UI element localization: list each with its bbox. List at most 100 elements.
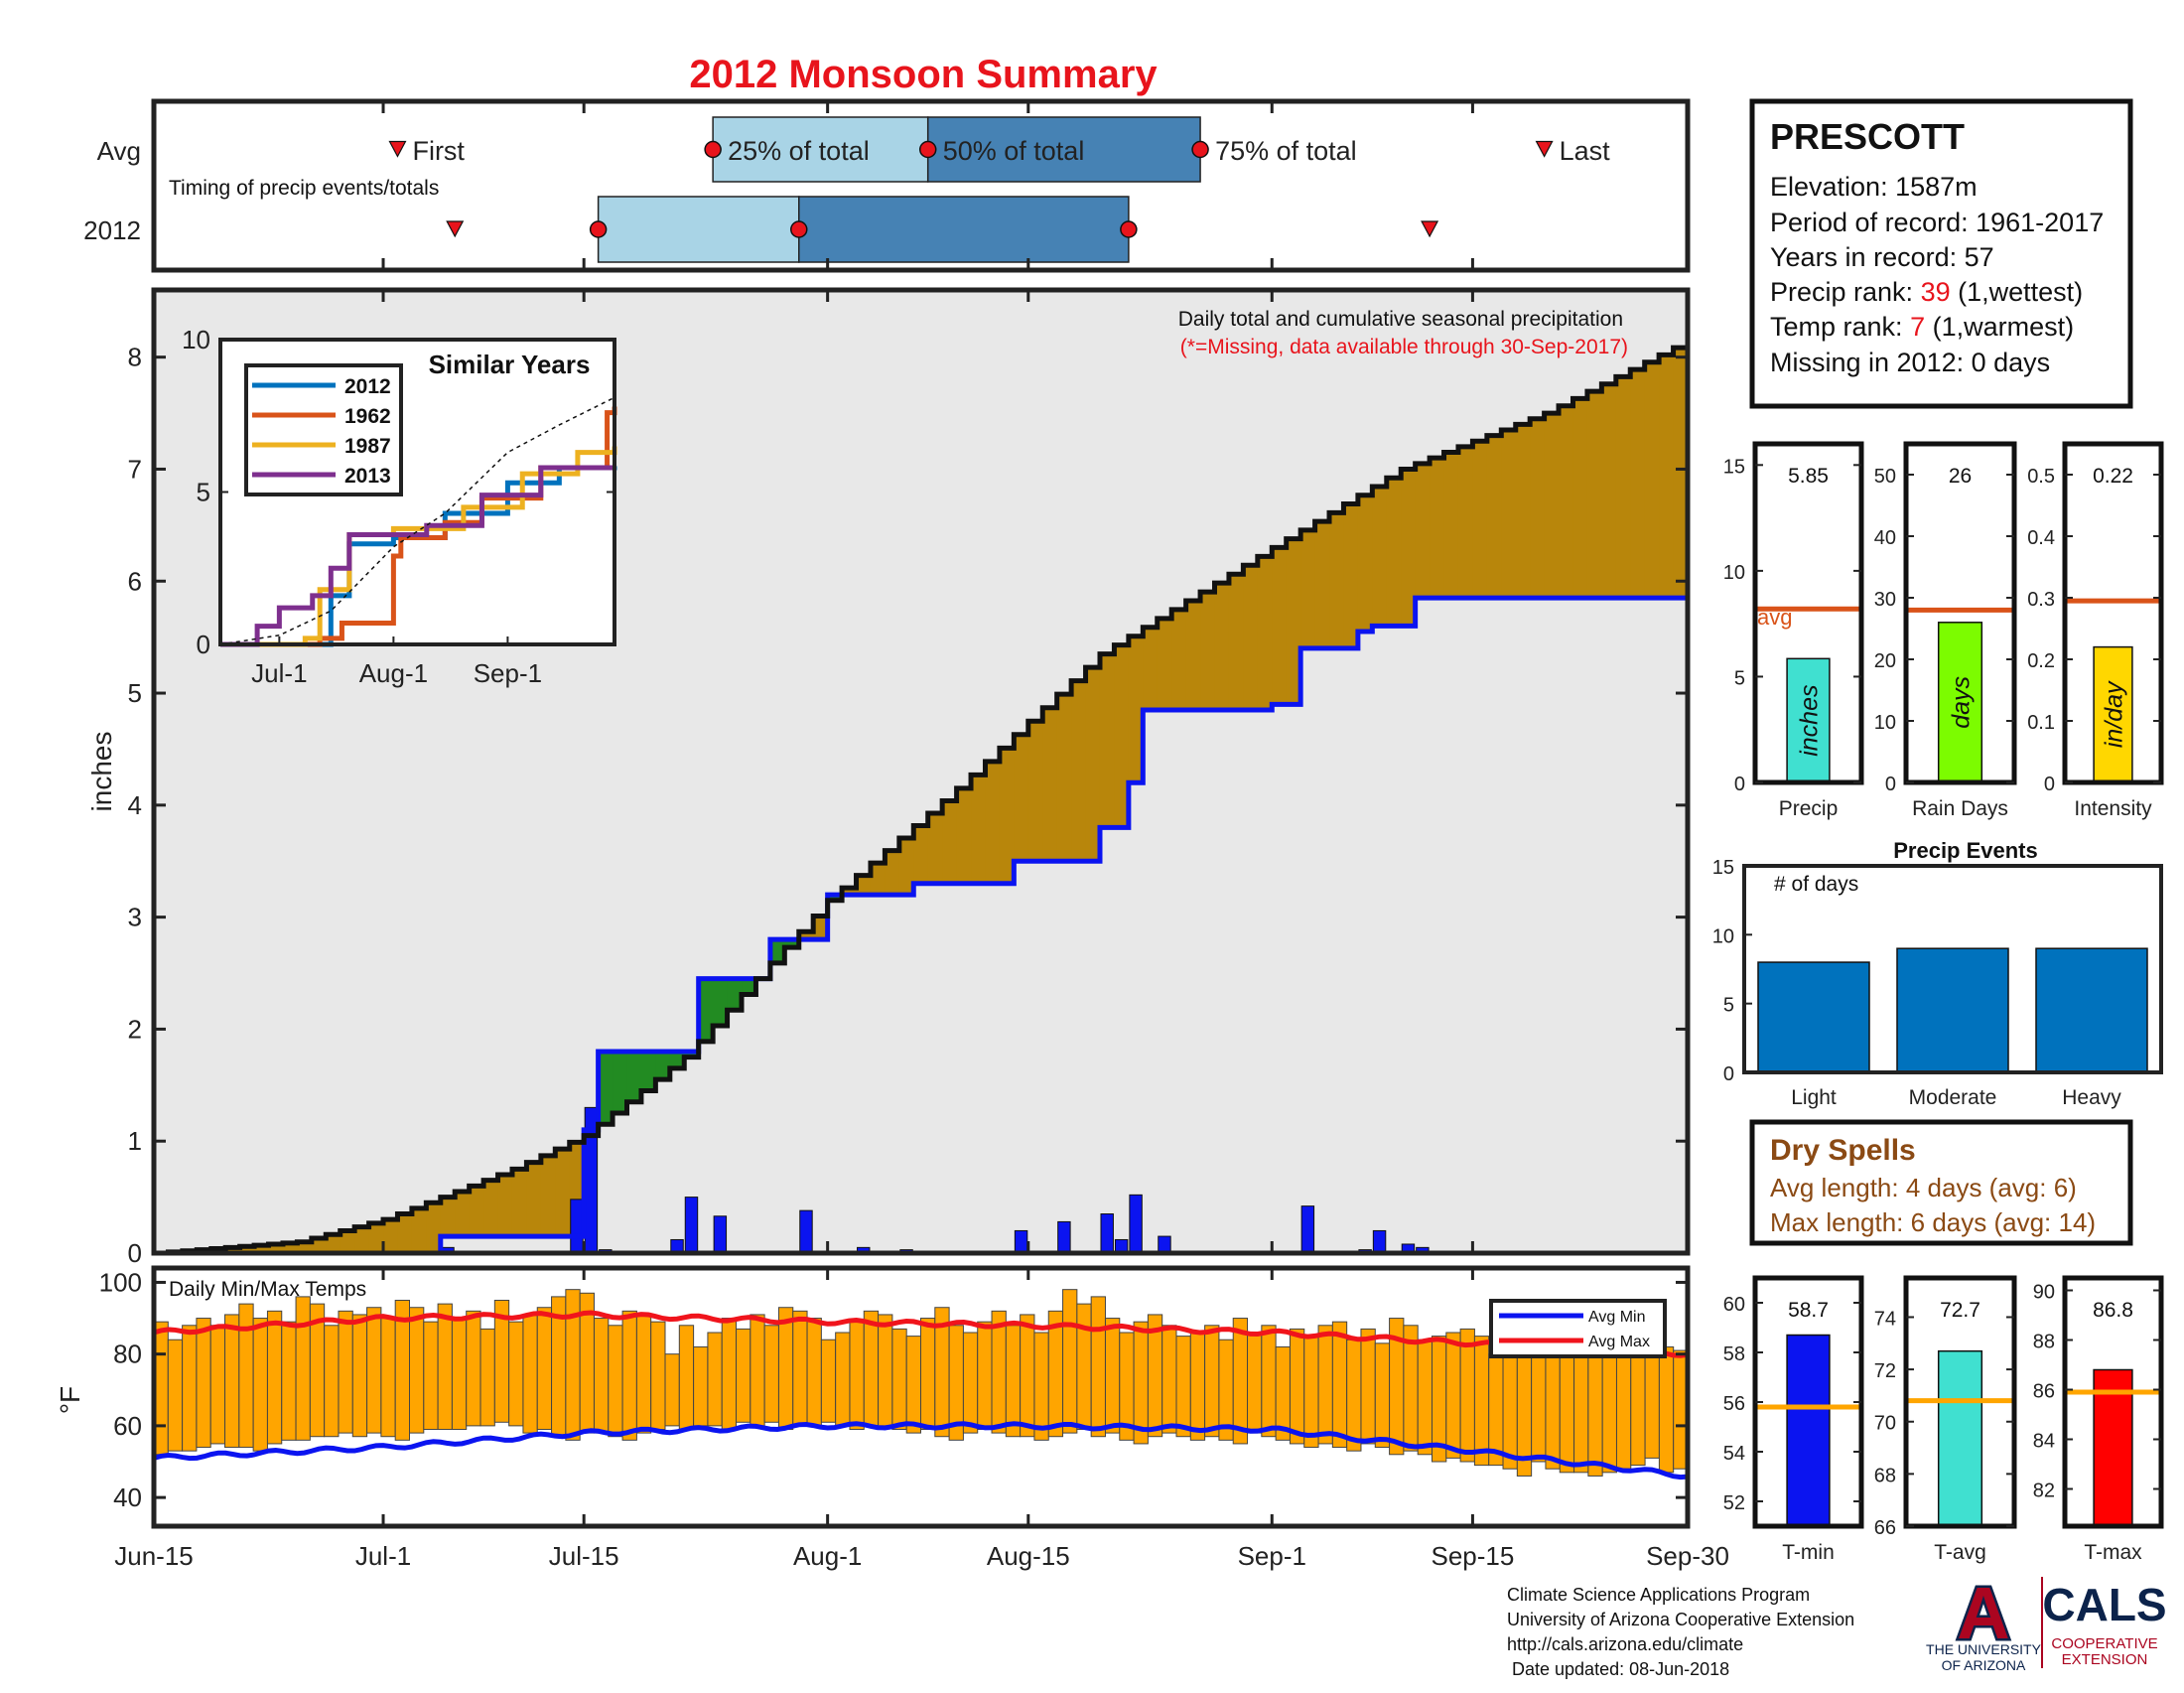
inset-x-tick-label: Sep-1	[474, 658, 542, 688]
precip-diff-fill	[297, 1241, 313, 1253]
events-bar-light	[1757, 961, 1870, 1073]
precip-diff-fill	[742, 978, 757, 995]
temp-range-bar	[608, 1325, 623, 1438]
tmax-y-tick-label: 82	[2033, 1481, 2055, 1502]
precip-diff-fill	[985, 761, 1001, 884]
date-tick-label: Aug-15	[987, 1541, 1070, 1571]
temp-range-bar	[451, 1318, 468, 1430]
daily-precip-bar	[1372, 1229, 1387, 1254]
date-tick-label: Sep-30	[1646, 1541, 1729, 1571]
tavg-y-tick-label: 68	[1874, 1465, 1896, 1486]
timing-subtitle: Timing of precip events/totals	[169, 177, 439, 200]
temp-range-bar	[351, 1314, 368, 1438]
date-tick-label: Jun-15	[114, 1541, 194, 1571]
tavg-frame	[1903, 1275, 2017, 1529]
precip-diff-fill	[842, 888, 858, 896]
temp-range-bar	[1261, 1325, 1277, 1438]
temp-range-bar	[238, 1303, 254, 1449]
temp-range-bar	[650, 1321, 666, 1430]
inset-y-tick-label: 5	[197, 478, 210, 507]
precip-y-tick-label: 8	[128, 343, 142, 372]
precip-diff-fill	[1486, 435, 1502, 599]
timing-panel: Avg 2012 Timing of precip events/totals …	[83, 98, 1691, 273]
temp-range-bar	[1459, 1328, 1475, 1463]
last-label: Last	[1560, 136, 1611, 166]
daily-precip-bar	[799, 1209, 813, 1254]
temp-range-bar	[224, 1314, 240, 1449]
precip-y-tick-label: 0	[128, 1238, 142, 1268]
temp-range-bar	[1658, 1345, 1675, 1474]
precip-diff-fill	[469, 1186, 484, 1237]
intensity-y-tick-label: 0.3	[2027, 589, 2055, 611]
temp-range-bar	[1175, 1336, 1191, 1438]
temp-range-bar	[750, 1314, 765, 1427]
dry-max: Max length: 6 days (avg: 14)	[1770, 1207, 2096, 1237]
tavg-y-tick-label: 74	[1874, 1308, 1896, 1330]
timing-bars	[597, 116, 1201, 263]
raindays-y-tick-label: 20	[1874, 650, 1896, 672]
precip-y-label: inches	[86, 732, 117, 812]
precip-diff-fill	[827, 895, 843, 901]
inset-y-tick-label: 0	[197, 630, 210, 659]
precip-diff-fill	[1443, 452, 1459, 599]
precip-diff-fill	[684, 1051, 700, 1058]
raindays-y-tick-label: 10	[1874, 712, 1896, 734]
precip-diff-fill	[1659, 354, 1675, 599]
temp-range-bar	[736, 1328, 751, 1423]
date-tick-label: Jul-1	[355, 1541, 411, 1571]
precip-lines	[154, 340, 1691, 1256]
events-x-label: Heavy	[2062, 1086, 2121, 1109]
cals-wordmark: CALS	[2042, 1579, 2166, 1630]
temp-range-bar	[721, 1318, 738, 1430]
precip-y-tick-label: 6	[128, 566, 142, 596]
temps-y-tick-label: 100	[99, 1267, 142, 1297]
intensity-unit: in/day	[2101, 680, 2128, 748]
temp-range-bar	[281, 1321, 297, 1441]
events-y-tick-label: 5	[1723, 995, 1734, 1017]
precip-diff-fill	[1586, 391, 1602, 599]
precip-y-tick-label: 10	[1723, 562, 1745, 584]
timing-avg-first-marker	[388, 140, 407, 158]
precip-diff-fill	[1343, 503, 1359, 648]
precip-diff-fill	[1056, 694, 1072, 862]
ua-block-a: A	[1957, 1572, 2009, 1654]
temp-range-bar	[763, 1325, 779, 1423]
temp-range-bar	[1303, 1336, 1319, 1449]
temp-range-bar	[1033, 1332, 1049, 1441]
events-y-label: # of days	[1774, 873, 1858, 896]
precip-diff-fill	[326, 1234, 341, 1253]
precip-rank: Precip rank: 39 (1,wettest)	[1770, 277, 2083, 307]
precip-diff-fill	[1157, 618, 1172, 710]
temps-y-axis: 40 60 80 100	[99, 1267, 1688, 1512]
precip-diff-fill	[613, 1051, 628, 1114]
tmin-y-tick-label: 54	[1723, 1443, 1745, 1465]
raindays-label: Rain Days	[1912, 797, 2008, 820]
precip-diff-fill	[784, 939, 800, 948]
precip-diff-fill	[1071, 680, 1087, 862]
cals-sub-1: COOPERATIVE	[2051, 1635, 2157, 1652]
footer: Climate Science Applications Program Uni…	[1507, 1585, 1854, 1679]
precip-diff-fill	[870, 863, 887, 896]
temp-range-bar	[508, 1321, 524, 1427]
inset-legend-label: 2013	[344, 465, 391, 488]
events-x-label: Moderate	[1909, 1086, 1997, 1109]
temp-range-bar	[835, 1332, 851, 1427]
precip-diff-fill	[1085, 667, 1101, 862]
inset-x-tick-label: Aug-1	[359, 658, 428, 688]
events-x-label: Light	[1791, 1086, 1837, 1109]
temp-range-bar	[1047, 1310, 1064, 1438]
tmin-bar	[1786, 1334, 1831, 1527]
precip-diff-fill	[798, 931, 814, 940]
missing-days: Missing in 2012: 0 days	[1770, 348, 2050, 377]
timing-row-2012: 2012	[83, 215, 141, 245]
precip-diff-fill	[1114, 644, 1130, 828]
precip-diff-fill	[1357, 494, 1373, 633]
tavg-y-tick-label: 72	[1874, 1360, 1896, 1382]
timing-y2012-q25-q50	[597, 196, 800, 263]
precip-avg-label: avg	[1757, 605, 1792, 630]
precip-diff-fill	[971, 775, 987, 884]
precip-diff-fill	[1228, 574, 1244, 710]
tavg-label: T-avg	[1934, 1541, 1986, 1564]
